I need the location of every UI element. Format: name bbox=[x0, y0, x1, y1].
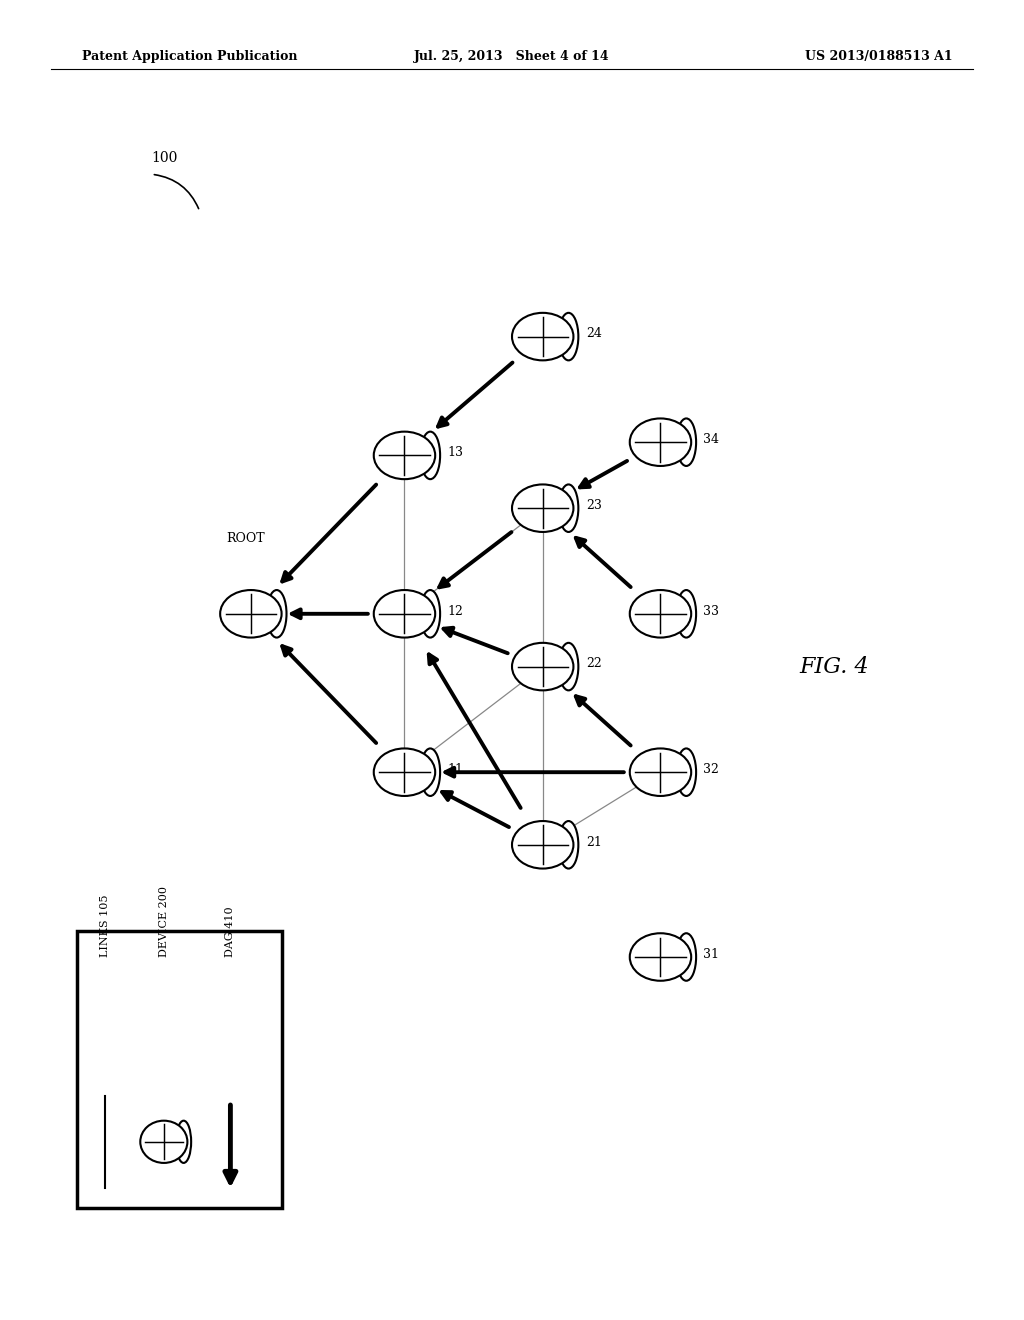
Ellipse shape bbox=[630, 933, 691, 981]
Ellipse shape bbox=[512, 643, 573, 690]
Text: ROOT: ROOT bbox=[226, 532, 265, 545]
Text: 100: 100 bbox=[152, 150, 178, 165]
Text: 13: 13 bbox=[447, 446, 464, 459]
Ellipse shape bbox=[630, 748, 691, 796]
Ellipse shape bbox=[374, 590, 435, 638]
Text: 34: 34 bbox=[703, 433, 720, 446]
Text: US 2013/0188513 A1: US 2013/0188513 A1 bbox=[805, 50, 952, 63]
Ellipse shape bbox=[630, 590, 691, 638]
Ellipse shape bbox=[630, 418, 691, 466]
Ellipse shape bbox=[140, 1121, 187, 1163]
Ellipse shape bbox=[559, 643, 579, 690]
Ellipse shape bbox=[421, 590, 440, 638]
Text: 32: 32 bbox=[703, 763, 720, 776]
FancyBboxPatch shape bbox=[77, 931, 282, 1208]
Ellipse shape bbox=[512, 821, 573, 869]
Ellipse shape bbox=[374, 432, 435, 479]
Text: 21: 21 bbox=[586, 836, 602, 849]
Text: 11: 11 bbox=[447, 763, 464, 776]
Ellipse shape bbox=[421, 748, 440, 796]
Text: 33: 33 bbox=[703, 605, 720, 618]
Text: FIG. 4: FIG. 4 bbox=[800, 656, 869, 677]
Ellipse shape bbox=[677, 418, 696, 466]
Text: 31: 31 bbox=[703, 948, 720, 961]
Text: 24: 24 bbox=[586, 327, 602, 341]
Text: LINKS 105: LINKS 105 bbox=[100, 895, 111, 957]
Text: 12: 12 bbox=[447, 605, 464, 618]
Ellipse shape bbox=[559, 484, 579, 532]
Ellipse shape bbox=[220, 590, 282, 638]
Ellipse shape bbox=[677, 748, 696, 796]
Ellipse shape bbox=[421, 432, 440, 479]
Ellipse shape bbox=[677, 590, 696, 638]
Ellipse shape bbox=[267, 590, 287, 638]
Text: Patent Application Publication: Patent Application Publication bbox=[82, 50, 297, 63]
Ellipse shape bbox=[512, 313, 573, 360]
Text: DAG 410: DAG 410 bbox=[225, 907, 236, 957]
Ellipse shape bbox=[512, 484, 573, 532]
Text: 23: 23 bbox=[586, 499, 602, 512]
Ellipse shape bbox=[374, 748, 435, 796]
Text: Jul. 25, 2013   Sheet 4 of 14: Jul. 25, 2013 Sheet 4 of 14 bbox=[414, 50, 610, 63]
Ellipse shape bbox=[176, 1121, 191, 1163]
Ellipse shape bbox=[559, 313, 579, 360]
Text: 22: 22 bbox=[586, 657, 601, 671]
Text: DEVICE 200: DEVICE 200 bbox=[159, 886, 169, 957]
Ellipse shape bbox=[677, 933, 696, 981]
Ellipse shape bbox=[559, 821, 579, 869]
